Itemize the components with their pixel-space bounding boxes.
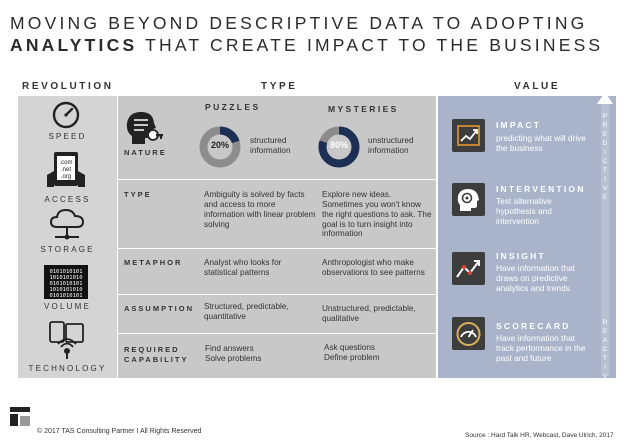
growth-chart-icon [452, 119, 485, 152]
source-text: Source : Hard Talk HR, Webcast, Dave Ulr… [465, 432, 614, 439]
row-divider [118, 248, 436, 249]
svg-text:1010101010: 1010101010 [49, 275, 82, 281]
puzzles-nature-text: structured information [250, 136, 291, 155]
puzzles-metaphor-text: Analyst who looks for statistical patter… [204, 258, 282, 277]
axis-letter: A [602, 337, 608, 344]
row-label-capability: CAPABILITY [124, 355, 189, 364]
title-rest: THAT CREATE IMPACT TO THE BUSINESS [137, 35, 604, 55]
axis-letter: E [602, 382, 608, 389]
revolution-volume: VOLUME [44, 302, 91, 311]
row-divider [118, 179, 436, 180]
svg-text:.net: .net [61, 167, 71, 173]
mysteries-capability-line1: Ask questions [324, 343, 375, 352]
predictive-arrow [597, 92, 613, 383]
axis-letter: I [604, 176, 606, 183]
puzzles-donut-chart: 20% [197, 124, 243, 175]
title-highlight: ANALYTICS [10, 35, 138, 55]
mysteries-type-text: Explore new ideas. Sometimes you won't k… [322, 190, 432, 239]
value-impact-title: IMPACT [496, 120, 542, 130]
website-device-icon: .com .net .org [45, 149, 87, 191]
row-divider [118, 333, 436, 334]
axis-letter: V [602, 185, 608, 192]
mysteries-nature-text: unstructured information [368, 136, 414, 155]
axis-letter: C [602, 158, 608, 165]
value-impact-desc: predicting what will drive the business [496, 133, 586, 153]
axis-letter: C [602, 346, 608, 353]
value-intervention-desc: Test alternative hypothesis and interven… [496, 196, 552, 226]
column-mysteries: MYSTERIES [328, 104, 399, 114]
revolution-storage: STORAGE [40, 245, 95, 254]
mysteries-donut-chart: 80% [316, 124, 362, 175]
page-title-line2: ANALYTICS THAT CREATE IMPACT TO THE BUSI… [10, 35, 603, 56]
axis-letter: R [602, 319, 608, 326]
revolution-speed: SPEED [48, 132, 87, 141]
speedometer-icon [52, 101, 80, 129]
svg-text:.com: .com [59, 160, 72, 166]
mysteries-assumption-text: Unstructured, predictable, qualitative [322, 304, 416, 323]
value-insight-title: INSIGHT [496, 251, 546, 261]
axis-letter: D [602, 140, 608, 147]
scorecard-gauge-icon [452, 317, 485, 350]
row-divider [118, 294, 436, 295]
axis-letter: V [602, 373, 608, 380]
header-type: TYPE [261, 81, 298, 92]
axis-letter: E [602, 194, 608, 201]
row-label-type: TYPE [124, 190, 152, 199]
row-label-assumption: ASSUMPTION [124, 304, 195, 313]
revolution-access: ACCESS [44, 195, 91, 204]
axis-letter: I [604, 149, 606, 156]
puzzles-donut-segment [199, 126, 241, 168]
header-value: VALUE [514, 81, 561, 92]
svg-text:.org: .org [61, 174, 71, 180]
axis-letter: E [602, 131, 608, 138]
header-revolution: REVOLUTION [22, 81, 114, 92]
column-puzzles: PUZZLES [205, 102, 261, 112]
puzzles-capability-line2: Solve problems [205, 354, 262, 363]
revolution-technology: TECHNOLOGY [28, 364, 107, 373]
axis-letter: T [603, 167, 607, 174]
puzzles-assumption-text: Structured, predictable, quantitative [204, 302, 289, 321]
axis-letter: I [604, 364, 606, 371]
svg-text:1010101010: 1010101010 [49, 287, 82, 293]
row-label-required: REQUIRED [124, 345, 180, 354]
company-logo-icon [10, 405, 32, 432]
puzzles-percent: 20% [210, 140, 229, 150]
devices-wireless-icon [48, 320, 86, 360]
copyright-text: © 2017 TAS Consulting Partner I All Righ… [37, 428, 202, 435]
cloud-storage-icon [47, 207, 87, 243]
row-label-metaphor: METAPHOR [124, 258, 183, 267]
value-scorecard-title: SCORECARD [496, 321, 571, 331]
thinking-head-icon [452, 183, 485, 216]
value-insight-desc: Have information that draws on predictiv… [496, 263, 575, 293]
mysteries-percent: 80% [329, 140, 348, 150]
svg-text:0101010101: 0101010101 [49, 281, 82, 287]
insight-trend-icon [452, 252, 485, 285]
row-label-nature: NATURE [124, 148, 167, 157]
puzzles-capability-line1: Find answers [205, 344, 254, 353]
head-key-icon [124, 108, 164, 148]
binary-data-icon: 0101010101 1010101010 0101010101 1010101010… [43, 264, 89, 300]
axis-letter: R [602, 122, 608, 129]
value-scorecard-desc: Have information that track performance … [496, 333, 586, 363]
axis-letter: P [602, 113, 608, 120]
page-title-line1: MOVING BEYOND DESCRIPTIVE DATA TO ADOPTI… [10, 13, 588, 33]
value-intervention-title: INTERVENTION [496, 184, 586, 194]
svg-text:0101010101: 0101010101 [49, 269, 82, 275]
mysteries-capability-line2: Define problem [324, 353, 380, 362]
arrow-shaft [601, 104, 609, 376]
svg-text:0101010101: 0101010101 [49, 293, 82, 299]
mysteries-donut-segment [318, 126, 360, 168]
axis-letter: E [602, 328, 608, 335]
axis-letter: T [603, 355, 607, 362]
type-panel [118, 96, 436, 378]
puzzles-type-text: Ambiguity is solved by facts and access … [204, 190, 316, 229]
mysteries-metaphor-text: Anthropologist who make observations to … [322, 258, 425, 277]
